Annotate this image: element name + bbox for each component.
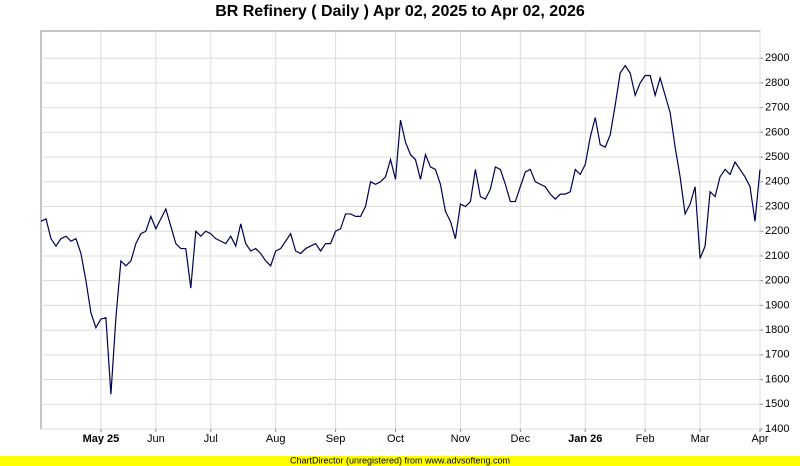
- y-tick-label: 1600: [765, 373, 789, 385]
- x-tick-label: Dec: [511, 433, 531, 445]
- y-tick-label: 1800: [765, 324, 789, 336]
- chart-title: BR Refinery ( Daily ) Apr 02, 2025 to Ap…: [215, 3, 585, 20]
- y-tick-label: 1700: [765, 349, 789, 361]
- y-tick-label: 2200: [765, 225, 789, 237]
- y-tick-label: 2300: [765, 200, 789, 212]
- y-tick-label: 2900: [765, 52, 789, 64]
- y-tick-label: 1900: [765, 299, 789, 311]
- y-tick-label: 2400: [765, 176, 789, 188]
- y-tick-label: 2100: [765, 250, 789, 262]
- footer: ChartDirector (unregistered) from www.ad…: [290, 455, 510, 465]
- x-tick-label: Jan 26: [568, 433, 602, 445]
- x-tick-label: Sep: [326, 433, 346, 445]
- x-tick-label: Mar: [691, 433, 710, 445]
- y-tick-label: 2700: [765, 102, 789, 114]
- x-tick-label: Nov: [451, 433, 471, 445]
- y-tick-label: 2800: [765, 77, 789, 89]
- x-tick-label: Feb: [636, 433, 655, 445]
- footer-bar: [0, 456, 800, 466]
- y-tick-label: 1500: [765, 398, 789, 410]
- y-tick-label: 2000: [765, 275, 789, 287]
- y-tick-label: 1400: [765, 423, 789, 435]
- x-tick-label: Jun: [147, 433, 165, 445]
- price-line: [40, 64, 761, 395]
- x-tick-label: Aug: [266, 433, 286, 445]
- y-tick-label: 2500: [765, 151, 789, 163]
- x-tick-label: Oct: [387, 433, 404, 445]
- plot-area: [40, 30, 761, 430]
- y-tick-label: 2600: [765, 126, 789, 138]
- x-tick-label: May 25: [83, 433, 120, 445]
- x-tick-label: Apr: [751, 433, 768, 445]
- x-tick-label: Jul: [204, 433, 218, 445]
